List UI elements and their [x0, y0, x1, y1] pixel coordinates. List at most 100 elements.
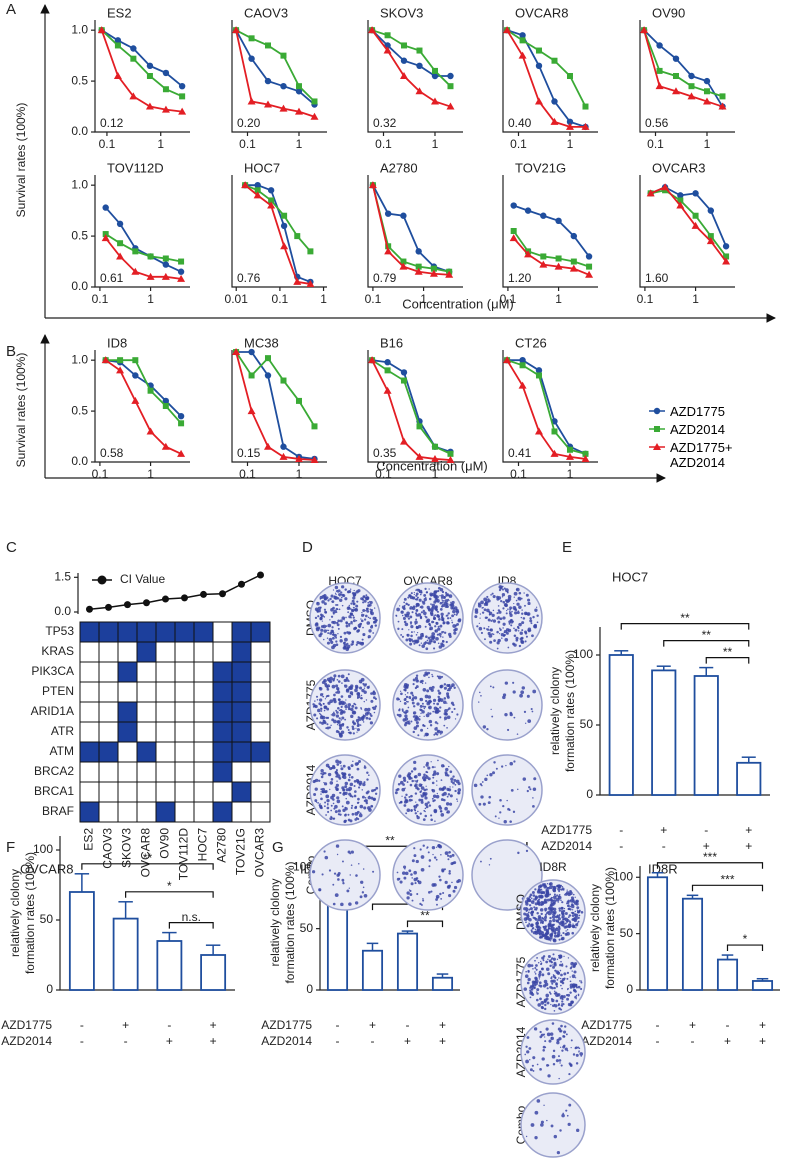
y-tick-label: 0	[306, 982, 313, 996]
colony	[473, 783, 478, 788]
colony	[541, 931, 544, 933]
marker	[653, 407, 661, 415]
ci-annotation: 0.20	[237, 116, 261, 130]
colony	[335, 709, 338, 712]
colony	[534, 928, 537, 931]
colony	[520, 690, 525, 695]
colony	[333, 872, 337, 875]
condition-label: AZD2014	[261, 1034, 312, 1048]
x-tick-label: 0.1	[99, 137, 116, 151]
colony	[415, 589, 418, 592]
colony	[332, 589, 335, 591]
colony	[445, 767, 449, 772]
plate	[392, 839, 464, 911]
x-tick-label: 1	[147, 467, 154, 481]
colony	[429, 626, 434, 631]
colony	[426, 689, 430, 693]
colony	[347, 707, 351, 711]
colony	[555, 983, 558, 986]
colony	[401, 610, 403, 613]
colony	[544, 1007, 547, 1011]
colony	[532, 894, 536, 897]
colony	[540, 885, 543, 888]
colony	[372, 797, 376, 801]
colony	[436, 633, 439, 636]
colony	[344, 637, 348, 642]
y-tick-label: 50	[580, 717, 594, 731]
heat-cell	[212, 741, 233, 763]
colony	[550, 927, 554, 930]
marker	[253, 191, 262, 199]
colony	[553, 990, 556, 993]
heat-cell	[155, 661, 176, 683]
colony	[575, 900, 578, 903]
colony	[419, 715, 421, 718]
marker	[162, 397, 170, 405]
colony	[317, 626, 321, 630]
colony	[532, 898, 535, 900]
colony	[341, 716, 345, 720]
marker	[551, 98, 558, 105]
marker	[268, 197, 275, 204]
colony	[536, 1099, 541, 1103]
colony	[425, 788, 428, 791]
heat-cell	[231, 721, 252, 743]
marker	[132, 357, 139, 364]
colony	[551, 964, 553, 966]
marker	[519, 362, 526, 369]
colony	[323, 629, 327, 633]
colony	[518, 597, 520, 600]
marker	[280, 242, 289, 250]
colony	[533, 777, 537, 781]
marker	[719, 93, 726, 100]
colony	[415, 592, 419, 596]
colony	[419, 902, 422, 906]
marker	[692, 190, 699, 197]
colony	[426, 639, 429, 642]
colony	[517, 788, 519, 791]
colony	[348, 773, 351, 777]
heat-cell	[250, 681, 271, 703]
heat-cell	[98, 621, 119, 643]
colony	[363, 766, 367, 769]
significance-bracket	[656, 862, 764, 869]
colony	[453, 628, 457, 632]
colony	[524, 974, 529, 978]
x-tick-label: 0.1	[272, 292, 289, 306]
condition-sign: +	[122, 1018, 129, 1032]
colony	[425, 591, 428, 594]
colony	[321, 873, 324, 876]
colony	[539, 922, 542, 924]
colony	[434, 598, 439, 602]
colony	[321, 693, 324, 695]
colony	[446, 621, 450, 625]
colony	[490, 708, 492, 711]
marker	[311, 423, 318, 430]
colony	[339, 725, 342, 728]
colony	[434, 721, 438, 724]
heat-cell	[117, 801, 138, 823]
colony	[443, 724, 446, 727]
colony	[580, 981, 583, 984]
colony	[362, 886, 365, 889]
colony	[508, 622, 511, 625]
colony	[574, 913, 579, 918]
colony	[541, 967, 544, 970]
colony	[505, 764, 507, 767]
colony	[482, 802, 486, 806]
colony	[355, 620, 358, 622]
marker	[145, 102, 154, 110]
colony	[443, 631, 447, 634]
significance-bracket	[663, 640, 750, 647]
heat-cell	[212, 661, 233, 683]
colony	[538, 932, 543, 936]
colony	[339, 635, 343, 639]
colony	[399, 690, 402, 692]
marker	[707, 207, 715, 214]
colony	[551, 1054, 556, 1059]
colony	[370, 692, 373, 695]
colony	[400, 692, 403, 696]
colony	[415, 803, 419, 807]
colony	[360, 694, 363, 697]
colony	[449, 794, 453, 798]
